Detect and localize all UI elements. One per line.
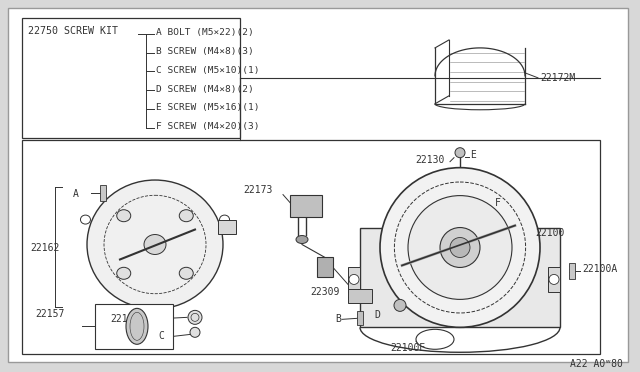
Bar <box>22 18 240 138</box>
Circle shape <box>394 299 406 311</box>
Text: C: C <box>158 331 164 341</box>
Text: 22309: 22309 <box>310 288 339 297</box>
Text: 22165: 22165 <box>110 314 140 324</box>
Text: 22173: 22173 <box>243 185 273 195</box>
Text: E: E <box>470 150 476 160</box>
Text: F SCREW (M4×20)(3): F SCREW (M4×20)(3) <box>156 122 259 131</box>
Circle shape <box>190 327 200 337</box>
Bar <box>569 263 575 279</box>
Bar <box>360 228 560 327</box>
Ellipse shape <box>179 267 193 279</box>
Bar <box>22 140 600 354</box>
Circle shape <box>408 196 512 299</box>
Circle shape <box>549 275 559 285</box>
Ellipse shape <box>144 234 166 254</box>
Bar <box>348 289 372 304</box>
Text: F: F <box>495 198 501 208</box>
Bar <box>95 304 173 349</box>
Text: 22100A: 22100A <box>582 264 617 275</box>
Circle shape <box>349 275 359 285</box>
Ellipse shape <box>296 235 308 244</box>
Ellipse shape <box>179 210 193 222</box>
Text: A BOLT (M5×22)(2): A BOLT (M5×22)(2) <box>156 28 253 38</box>
Bar <box>100 185 106 201</box>
Text: B: B <box>335 314 341 324</box>
Circle shape <box>188 310 202 324</box>
Ellipse shape <box>416 329 454 349</box>
Circle shape <box>455 148 465 158</box>
Text: D SCREW (M4×8)(2): D SCREW (M4×8)(2) <box>156 85 253 94</box>
Circle shape <box>440 228 480 267</box>
Ellipse shape <box>116 267 131 279</box>
Bar <box>317 257 333 278</box>
Text: 22130: 22130 <box>415 155 444 165</box>
Ellipse shape <box>81 215 90 224</box>
Bar <box>290 195 322 217</box>
Text: 22750 SCREW KIT: 22750 SCREW KIT <box>28 26 118 36</box>
Circle shape <box>380 168 540 327</box>
Ellipse shape <box>116 210 131 222</box>
Text: D: D <box>374 310 380 320</box>
Circle shape <box>450 237 470 257</box>
Text: B SCREW (M4×8)(3): B SCREW (M4×8)(3) <box>156 47 253 56</box>
Text: A22 A0ʷ80: A22 A0ʷ80 <box>570 359 623 369</box>
Text: 22100: 22100 <box>535 228 564 238</box>
Bar <box>548 267 560 292</box>
Ellipse shape <box>220 215 230 224</box>
Text: 22162: 22162 <box>30 243 60 253</box>
Text: 22157: 22157 <box>35 310 65 320</box>
Bar <box>218 219 236 234</box>
Text: B: B <box>350 279 356 289</box>
Text: 22172M: 22172M <box>540 73 575 83</box>
Bar <box>348 267 360 292</box>
Text: C SCREW (M5×10)(1): C SCREW (M5×10)(1) <box>156 66 259 75</box>
Text: E SCREW (M5×16)(1): E SCREW (M5×16)(1) <box>156 103 259 112</box>
Text: A: A <box>73 189 79 199</box>
Text: 22100E: 22100E <box>390 343 425 353</box>
Ellipse shape <box>126 308 148 344</box>
Bar <box>357 311 363 326</box>
Ellipse shape <box>87 180 223 309</box>
